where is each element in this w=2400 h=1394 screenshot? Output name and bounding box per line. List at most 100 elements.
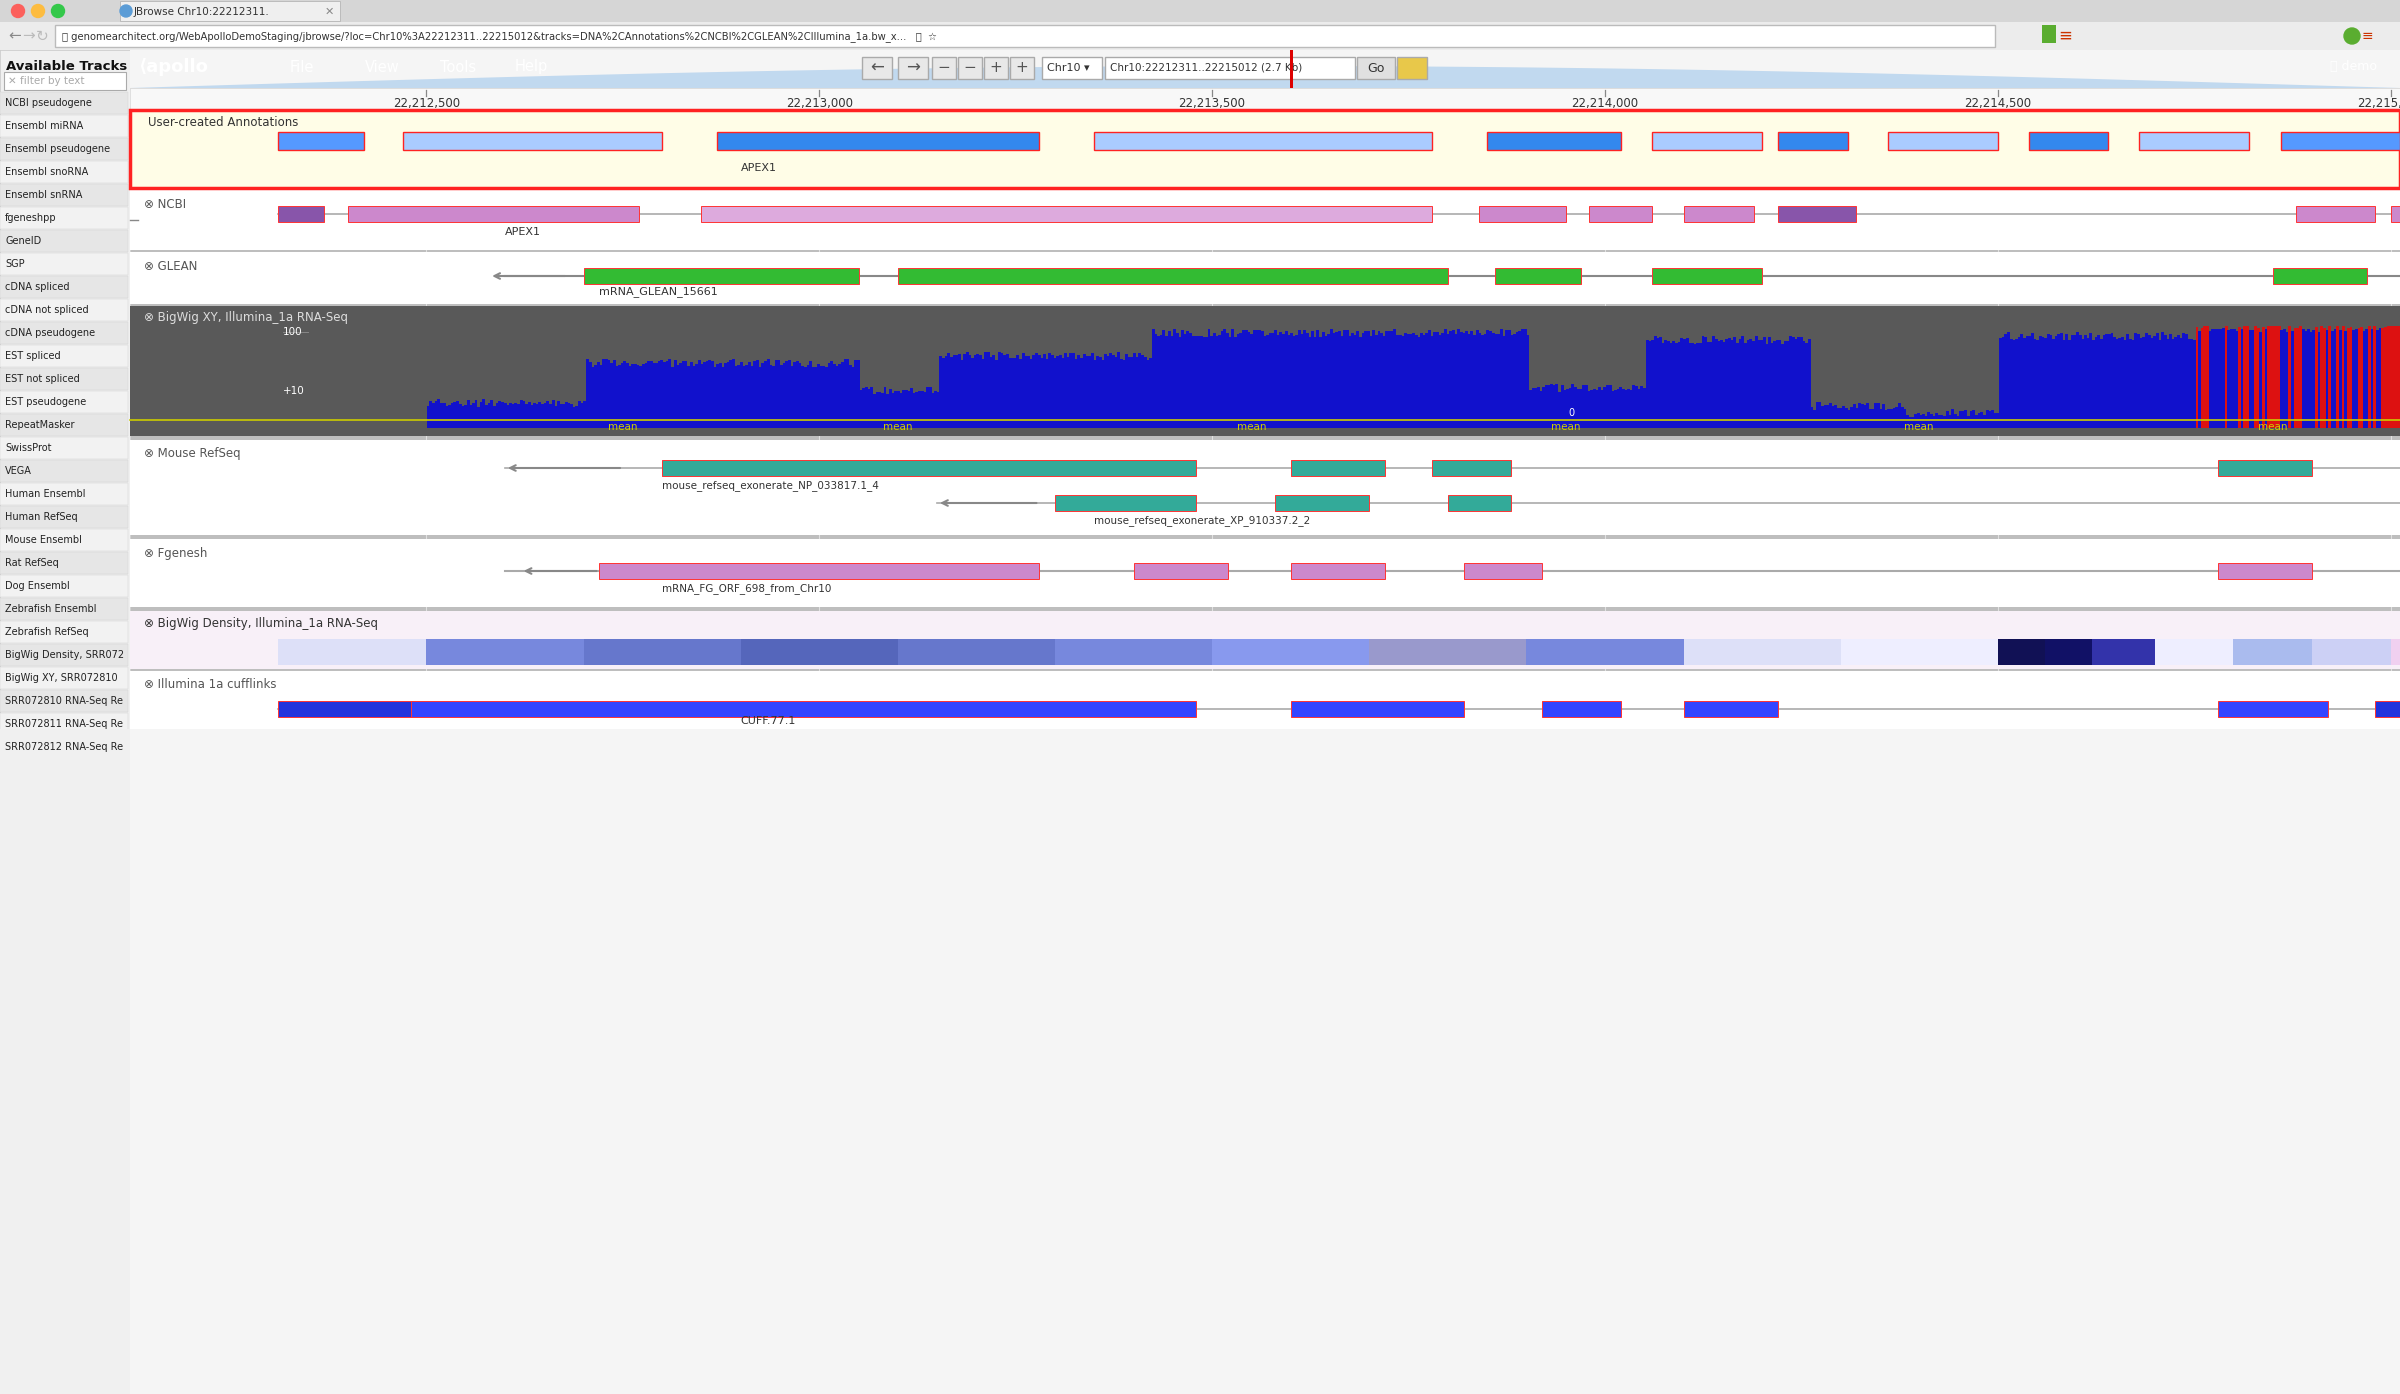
Bar	[1843, 406, 1846, 428]
Bar	[482, 400, 485, 428]
Bar	[1260, 332, 1265, 428]
Bar	[0, 552, 127, 574]
Bar	[2078, 335, 2081, 428]
Bar	[1094, 360, 1097, 428]
Bar	[2237, 328, 2242, 428]
Bar	[1882, 404, 1884, 428]
Text: ⊗ BigWig XY, Illumina_1a RNA-Seq: ⊗ BigWig XY, Illumina_1a RNA-Seq	[144, 311, 348, 325]
Bar	[1922, 414, 1925, 428]
Bar	[2093, 340, 2095, 428]
Bar	[2206, 326, 2208, 428]
Bar	[698, 361, 701, 428]
Bar	[1822, 406, 1824, 428]
Bar	[1622, 389, 1625, 428]
Bar	[0, 690, 127, 712]
Bar	[1176, 333, 1178, 428]
Bar	[624, 361, 626, 428]
Bar	[1862, 404, 1867, 428]
Bar	[528, 403, 530, 428]
Bar	[509, 403, 511, 428]
Bar	[2278, 326, 2280, 428]
Bar	[1308, 337, 1310, 428]
Bar	[998, 353, 1001, 428]
Bar	[2045, 337, 2047, 428]
Bar	[2172, 339, 2174, 428]
Bar	[2366, 329, 2369, 428]
Bar	[1584, 385, 1589, 428]
Bar	[1207, 329, 1210, 428]
Bar	[862, 57, 893, 79]
Bar	[1999, 24, 2018, 45]
Bar	[1886, 408, 1891, 428]
Bar	[1274, 495, 1370, 512]
Bar	[1714, 340, 1718, 428]
Bar	[574, 407, 576, 428]
Bar	[1469, 333, 1471, 428]
Bar	[1898, 403, 1901, 428]
Bar	[1709, 342, 1714, 428]
Bar	[1610, 392, 1615, 428]
Bar	[2352, 330, 2354, 428]
Bar	[1966, 410, 1968, 428]
Bar	[1303, 330, 1306, 428]
Bar	[857, 360, 859, 428]
Bar	[1354, 335, 1356, 428]
Bar	[1870, 410, 1872, 428]
Bar	[622, 364, 624, 428]
Bar	[1687, 343, 1692, 428]
Bar	[778, 360, 780, 428]
Bar	[430, 400, 432, 428]
Bar	[1104, 57, 1356, 79]
Bar	[0, 206, 127, 229]
Bar	[1944, 415, 1946, 428]
Bar	[1291, 701, 1464, 717]
Bar	[1651, 340, 1654, 428]
Bar	[0, 712, 127, 735]
Bar	[451, 403, 454, 428]
Bar	[1762, 337, 1766, 428]
Bar	[1219, 336, 1222, 428]
Bar	[739, 361, 744, 428]
Bar	[830, 361, 833, 428]
Bar	[473, 403, 475, 428]
Bar	[1085, 355, 1087, 428]
Bar	[1697, 343, 1699, 428]
Text: RepeatMasker: RepeatMasker	[5, 420, 74, 429]
Bar	[706, 361, 708, 428]
Bar	[1733, 337, 1735, 428]
Bar	[0, 114, 127, 137]
Bar	[1135, 357, 1138, 428]
Text: EST spliced: EST spliced	[5, 351, 60, 361]
Bar	[1788, 336, 1793, 428]
Bar	[898, 268, 1447, 284]
Bar	[1224, 329, 1226, 428]
Bar	[1291, 563, 1385, 579]
Bar	[761, 362, 763, 428]
Bar	[1090, 353, 1094, 428]
Bar	[1270, 333, 1272, 428]
Bar	[278, 701, 410, 717]
Bar	[650, 361, 653, 428]
Bar	[2321, 326, 2323, 428]
Bar	[1368, 332, 1370, 428]
Bar	[1817, 401, 1819, 428]
Bar	[1706, 343, 1709, 428]
Bar	[898, 57, 929, 79]
Bar	[1195, 336, 1198, 428]
Bar	[1356, 57, 1394, 79]
Bar	[1519, 330, 1522, 428]
Bar	[2218, 563, 2311, 579]
Bar	[1423, 335, 1426, 428]
Circle shape	[50, 4, 65, 18]
Text: +: +	[1015, 60, 1027, 75]
Bar	[1812, 410, 1817, 428]
Bar	[1558, 392, 1560, 428]
Bar	[1829, 403, 1831, 428]
Bar	[1056, 495, 1198, 512]
Bar	[1106, 355, 1109, 428]
Bar	[1805, 343, 1807, 428]
Bar	[1454, 335, 1457, 428]
Bar	[1049, 354, 1051, 428]
Bar	[1102, 360, 1104, 428]
Bar	[2057, 333, 2059, 428]
